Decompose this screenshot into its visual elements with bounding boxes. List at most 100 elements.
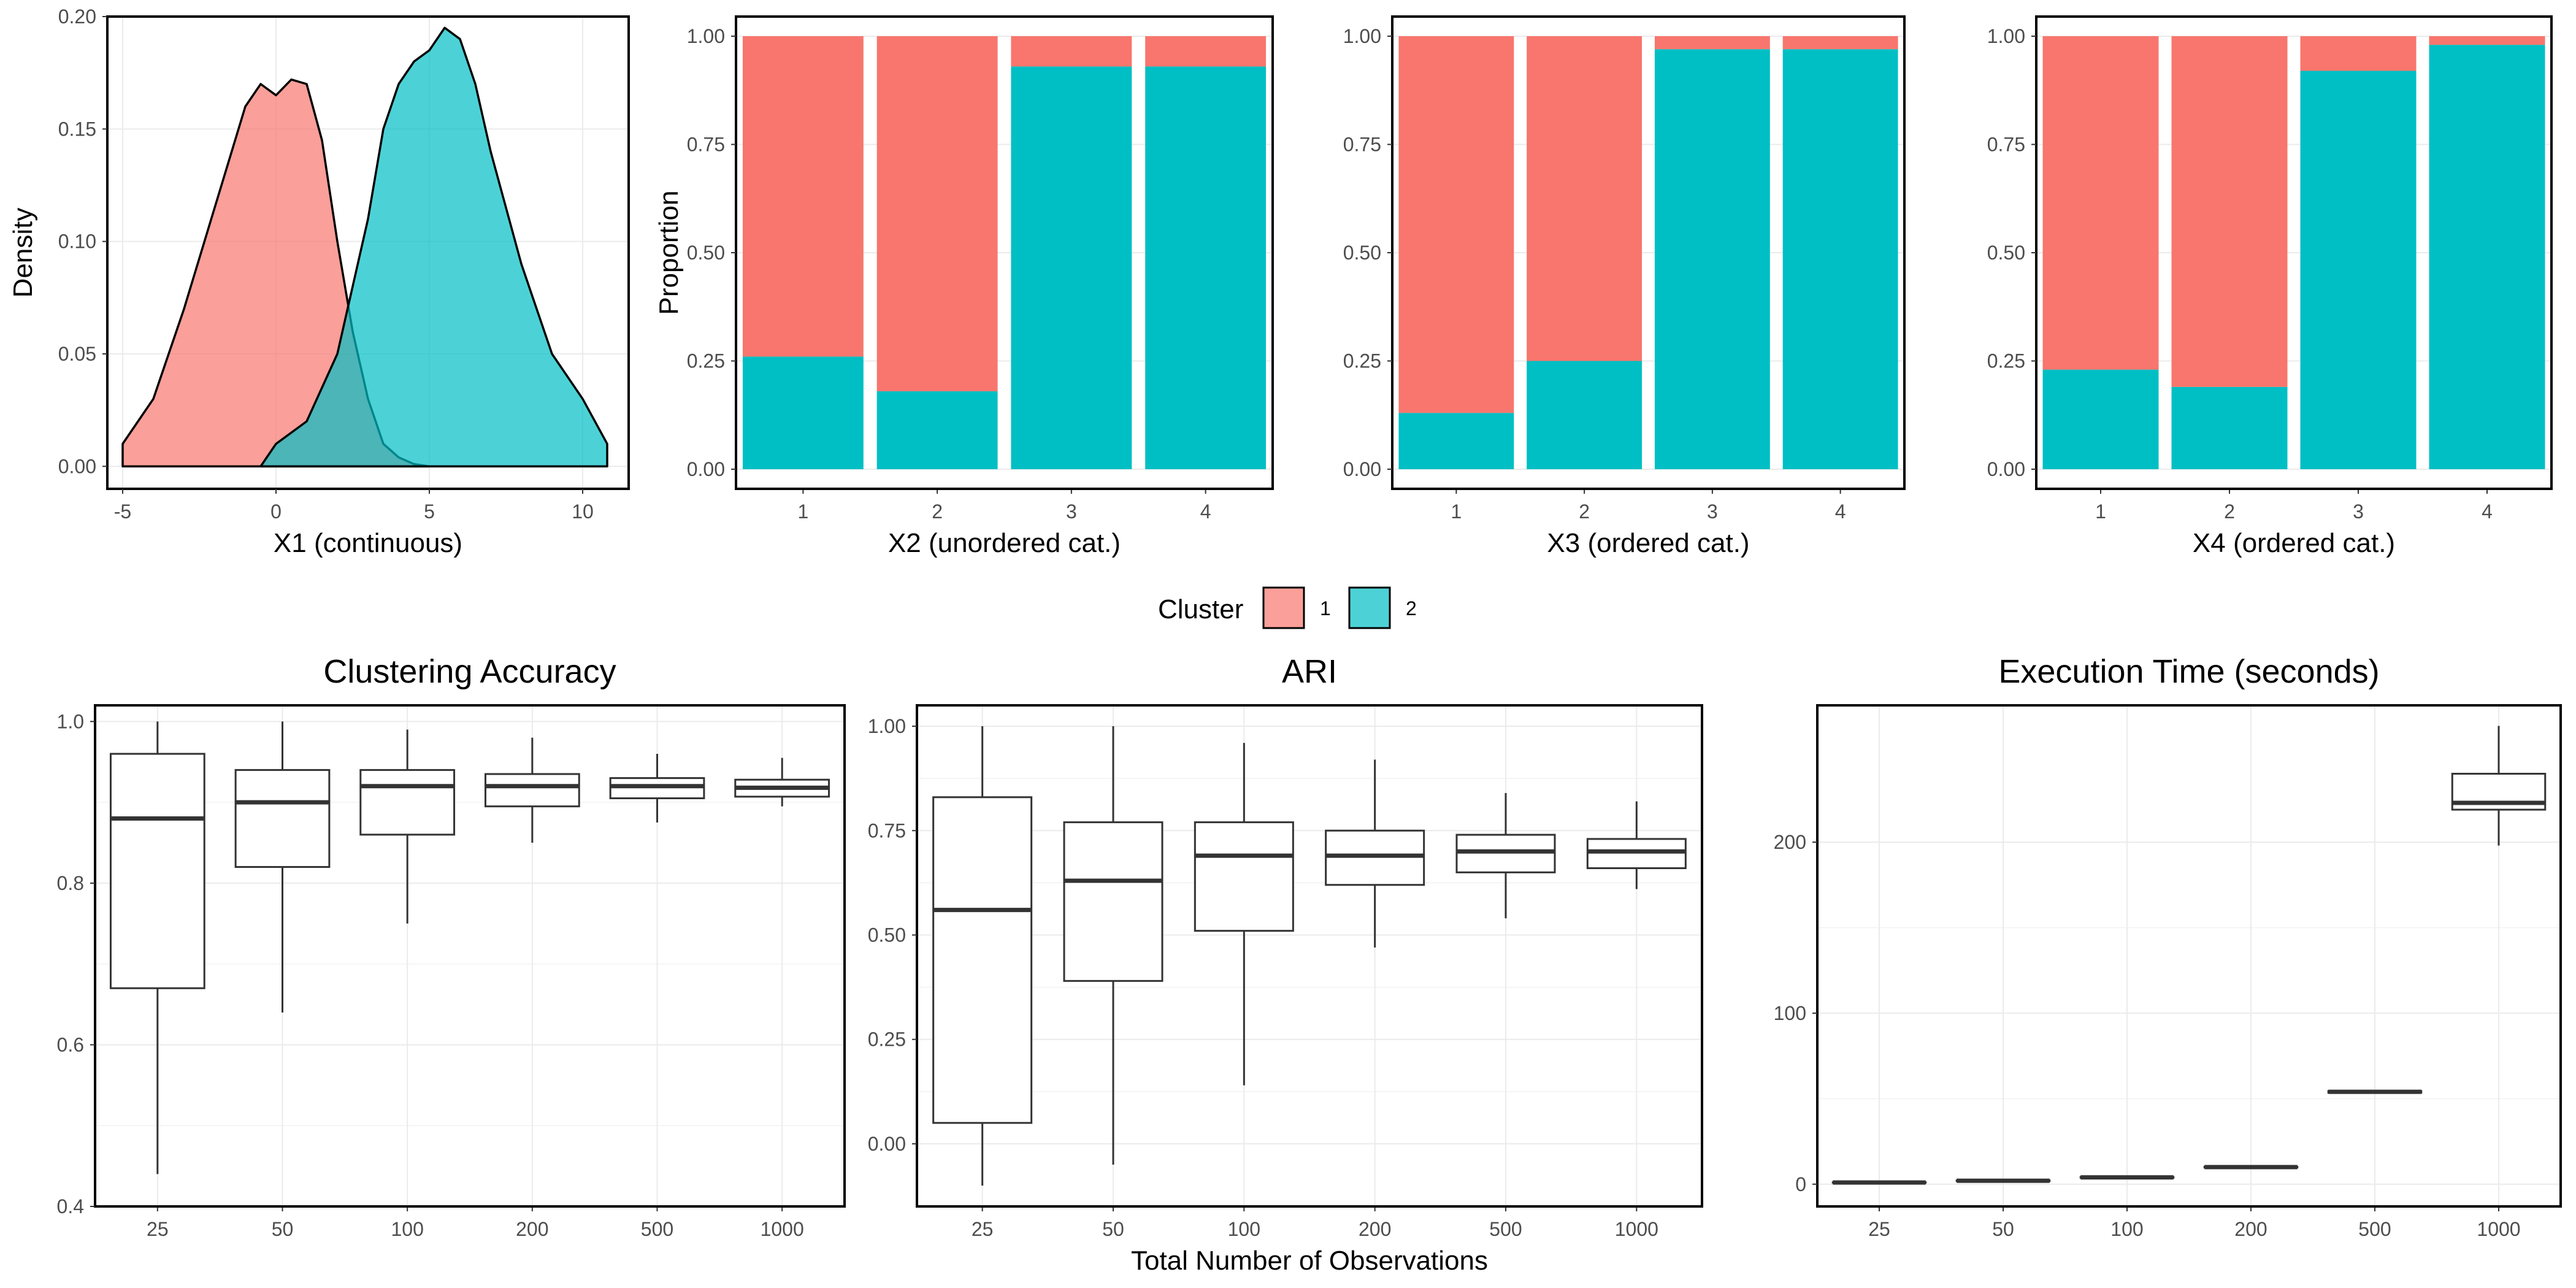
density-ytick-label: 0.05 [58,343,96,365]
x4-ytick-label: 1.00 [1987,25,2025,47]
x3-xtick-label: 4 [1835,500,1846,523]
ari-ytick-label: 0.25 [868,1029,906,1051]
legend-label-cluster-2: 2 [1406,597,1417,619]
x4-bar-cat4-cluster2 [2429,45,2545,470]
ari-xtick-label: 200 [1359,1218,1391,1240]
x4-xtick-label: 3 [2353,500,2364,523]
ari-box-100 [1194,821,1294,932]
legend-swatch-cluster-1 [1262,586,1305,629]
x3-ytick-label: 0.50 [1343,242,1381,264]
legend-swatch-cluster-2 [1348,586,1391,629]
accuracy-box-200 [484,773,580,808]
x4-bar-cat2-cluster1 [2171,36,2288,387]
density-xtick-label: 10 [572,500,594,523]
ari-x-axis-title: Total Number of Observations [1131,1246,1488,1276]
accuracy-box-25 [109,753,205,989]
x2-bar-cat1-cluster1 [742,36,864,357]
x2-ytick-label: 0.50 [687,242,725,264]
time-xtick-label: 50 [1992,1218,2014,1240]
accuracy-xtick-label: 1000 [761,1218,804,1240]
x3-bar-cat1-cluster1 [1398,36,1514,413]
accuracy-ytick-label: 0.6 [57,1033,84,1056]
density-y-axis-title: Density [8,208,38,298]
ari-title: ARI [1282,653,1337,690]
x4-bar-cat1-cluster1 [2042,36,2159,370]
x2-ytick-label: 0.75 [687,134,725,156]
ari-box-50 [1063,821,1163,982]
accuracy-ytick-label: 0.4 [57,1195,84,1217]
x3-x-axis-title: X3 (ordered cat.) [1547,528,1749,558]
ari-xtick-label: 1000 [1615,1218,1658,1240]
x3-bar-cat3-cluster2 [1654,49,1770,470]
x2-ytick-label: 1.00 [687,25,725,47]
ari-ytick-label: 0.00 [868,1133,906,1155]
x4-bar-cat3-cluster2 [2300,71,2417,470]
x3-bar-cat4-cluster1 [1782,36,1898,50]
x2-bar-cat2-cluster1 [876,36,998,391]
x2-x-axis-title: X2 (unordered cat.) [888,528,1121,558]
x4-ytick-label: 0.75 [1987,134,2025,156]
density-ytick-label: 0.10 [58,231,96,253]
time-xtick-label: 200 [2234,1218,2267,1240]
x4-bar-cat1-cluster2 [2042,369,2159,469]
x2-xtick-label: 4 [1200,500,1211,523]
x4-ytick-label: 0.25 [1987,350,2025,372]
x2-ytick-label: 0.25 [687,350,725,372]
accuracy-xtick-label: 200 [516,1218,548,1240]
density-area-cluster-2 [259,26,608,468]
ari-box-25 [932,796,1033,1124]
accuracy-xtick-label: 25 [147,1218,169,1240]
density-panel-border [106,15,630,490]
x4-bar-cat2-cluster2 [2171,386,2288,469]
density-ytick-label: 0.20 [58,6,96,28]
accuracy-xtick-label: 50 [272,1218,294,1240]
x2-bar-cat4-cluster1 [1145,36,1267,67]
x3-bar-cat1-cluster2 [1398,413,1514,469]
x3-bar-cat3-cluster1 [1654,36,1770,50]
x2-ytick-label: 0.00 [687,458,725,480]
x4-bar-cat4-cluster1 [2429,36,2545,45]
time-xtick-label: 100 [2110,1218,2143,1240]
x4-ytick-label: 0.00 [1987,458,2025,480]
x3-bar-cat2-cluster2 [1527,361,1643,469]
accuracy-xtick-label: 100 [391,1218,423,1240]
x3-xtick-label: 3 [1707,500,1718,523]
density-ytick-label: 0.15 [58,118,96,140]
time-xtick-label: 1000 [2477,1218,2520,1240]
ari-xtick-label: 100 [1228,1218,1260,1240]
accuracy-panel-border [94,704,846,1208]
x2-bar-cat3-cluster1 [1011,36,1132,67]
x4-ytick-label: 0.50 [1987,242,2025,264]
density-xtick-label: 5 [424,500,435,523]
x2-bar-cat3-cluster2 [1011,66,1132,470]
ari-ytick-label: 0.75 [868,819,906,841]
time-panel-border [1816,704,2562,1208]
x2-xtick-label: 1 [797,500,808,523]
time-ytick-label: 200 [1774,831,1806,853]
accuracy-xtick-label: 500 [641,1218,673,1240]
ari-panel-border [916,704,1703,1208]
time-xtick-label: 25 [1868,1218,1890,1240]
x4-bar-cat3-cluster1 [2300,36,2417,71]
x3-xtick-label: 2 [1579,500,1590,523]
accuracy-box-50 [234,769,331,868]
ari-ytick-label: 0.50 [868,924,906,946]
x4-xtick-label: 2 [2224,500,2235,523]
density-x-axis-title: X1 (continuous) [274,528,462,558]
x3-bar-cat4-cluster2 [1782,49,1898,470]
accuracy-ytick-label: 1.0 [57,710,84,732]
x4-x-axis-title: X4 (ordered cat.) [2193,528,2395,558]
x2-bar-cat2-cluster2 [876,391,998,469]
ari-xtick-label: 50 [1102,1218,1124,1240]
density-xtick-label: 0 [270,500,282,523]
time-ytick-label: 0 [1795,1173,1806,1195]
ari-xtick-label: 500 [1489,1218,1522,1240]
accuracy-ytick-label: 0.8 [57,872,84,894]
x3-bar-cat2-cluster1 [1527,36,1643,361]
density-ytick-label: 0.00 [58,455,96,477]
accuracy-title: Clustering Accuracy [323,653,616,690]
x2-xtick-label: 2 [932,500,943,523]
x3-ytick-label: 0.25 [1343,350,1381,372]
x3-ytick-label: 1.00 [1343,25,1381,47]
